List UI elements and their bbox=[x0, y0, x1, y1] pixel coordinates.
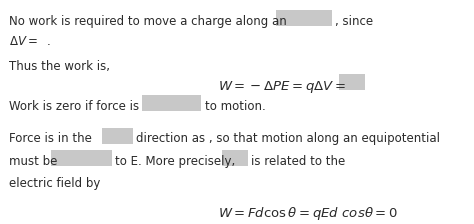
Text: Work is zero if force is: Work is zero if force is bbox=[9, 100, 139, 113]
Text: is related to the: is related to the bbox=[251, 155, 345, 168]
Text: Thus the work is,: Thus the work is, bbox=[9, 60, 109, 73]
FancyBboxPatch shape bbox=[276, 10, 332, 26]
FancyBboxPatch shape bbox=[339, 74, 365, 90]
Text: Force is in the: Force is in the bbox=[9, 132, 91, 145]
Text: No work is required to move a charge along an: No work is required to move a charge alo… bbox=[9, 15, 286, 28]
Text: must be: must be bbox=[9, 155, 57, 168]
FancyBboxPatch shape bbox=[142, 95, 201, 111]
Text: to motion.: to motion. bbox=[205, 100, 265, 113]
Text: direction as , so that motion along an equipotential: direction as , so that motion along an e… bbox=[136, 132, 439, 145]
FancyBboxPatch shape bbox=[102, 128, 133, 144]
Text: to E. More precisely,: to E. More precisely, bbox=[115, 155, 235, 168]
FancyBboxPatch shape bbox=[51, 150, 112, 166]
Text: $W = -\Delta PE = q\Delta V =$: $W = -\Delta PE = q\Delta V =$ bbox=[218, 79, 346, 95]
Text: , since: , since bbox=[335, 15, 373, 28]
Text: $W = Fd\cos\theta = qEd\ cos\theta = 0$: $W = Fd\cos\theta = qEd\ cos\theta = 0$ bbox=[218, 205, 398, 222]
Text: $\Delta V=$  .: $\Delta V=$ . bbox=[9, 35, 51, 48]
Text: electric field by: electric field by bbox=[9, 177, 100, 190]
FancyBboxPatch shape bbox=[222, 150, 248, 166]
